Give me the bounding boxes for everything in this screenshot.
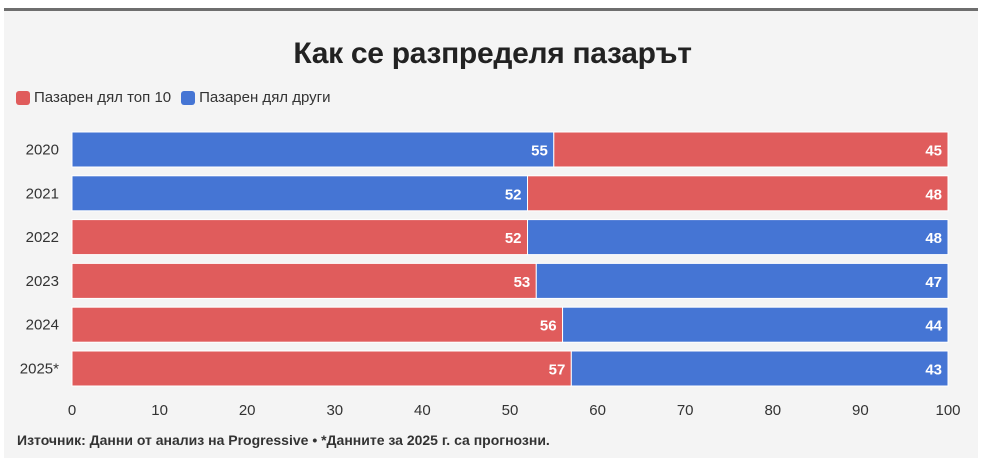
y-tick-label: 2023: [26, 273, 59, 290]
data-label: 56: [540, 318, 557, 335]
y-tick-label: 2024: [26, 317, 59, 334]
data-label: 48: [925, 230, 942, 247]
data-label: 48: [925, 186, 942, 203]
legend-item-top10: Пазарен дял топ 10: [16, 89, 171, 106]
bar-segment-top10: [71, 262, 537, 299]
x-tick-label: 90: [852, 402, 869, 419]
data-label: 47: [925, 274, 942, 291]
x-tick-label: 10: [151, 402, 168, 419]
bar-segment-top10: [71, 219, 529, 256]
y-tick-label: 2021: [26, 185, 59, 202]
chart-title: Как се разпределя пазарът: [293, 37, 692, 70]
data-label: 55: [531, 143, 548, 160]
bar-segment-others: [562, 306, 949, 343]
bar-segment-top10: [71, 306, 564, 343]
bar-segment-others: [570, 350, 949, 387]
bar-segment-others: [71, 131, 555, 168]
x-tick-label: 50: [502, 402, 519, 419]
y-tick-label: 2022: [26, 229, 59, 246]
data-label: 43: [925, 362, 942, 379]
bar-segment-others: [535, 262, 949, 299]
legend-swatch-top10: [16, 90, 30, 105]
x-tick-label: 100: [935, 402, 960, 419]
bar-segment-top10: [71, 350, 572, 387]
x-tick-label: 80: [764, 402, 781, 419]
bar-segment-others: [527, 219, 949, 256]
data-label: 52: [505, 230, 522, 247]
x-tick-label: 20: [239, 402, 256, 419]
bar-segment-top10: [527, 175, 949, 212]
x-tick-label: 0: [68, 402, 76, 419]
bar-segment-others: [71, 175, 529, 212]
bar-segment-top10: [553, 131, 949, 168]
data-label: 45: [925, 143, 942, 160]
chart-legend: Пазарен дял топ 10 Пазарен дял други: [16, 89, 341, 106]
x-tick-label: 60: [589, 402, 606, 419]
data-label: 57: [549, 362, 566, 379]
data-label: 44: [925, 318, 942, 335]
legend-label-others: Пазарен дял други: [199, 89, 331, 106]
legend-item-others: Пазарен дял други: [181, 89, 331, 106]
legend-swatch-others: [181, 90, 196, 105]
x-tick-label: 30: [326, 402, 343, 419]
y-tick-label: 2025*: [20, 361, 59, 378]
x-tick-label: 70: [677, 402, 694, 419]
y-tick-label: 2020: [26, 142, 59, 159]
source-note: Източник: Данни от анализ на Progressive…: [17, 432, 550, 448]
data-label: 52: [505, 186, 522, 203]
x-tick-label: 40: [414, 402, 431, 419]
data-label: 53: [514, 274, 531, 291]
legend-label-top10: Пазарен дял топ 10: [34, 89, 172, 106]
